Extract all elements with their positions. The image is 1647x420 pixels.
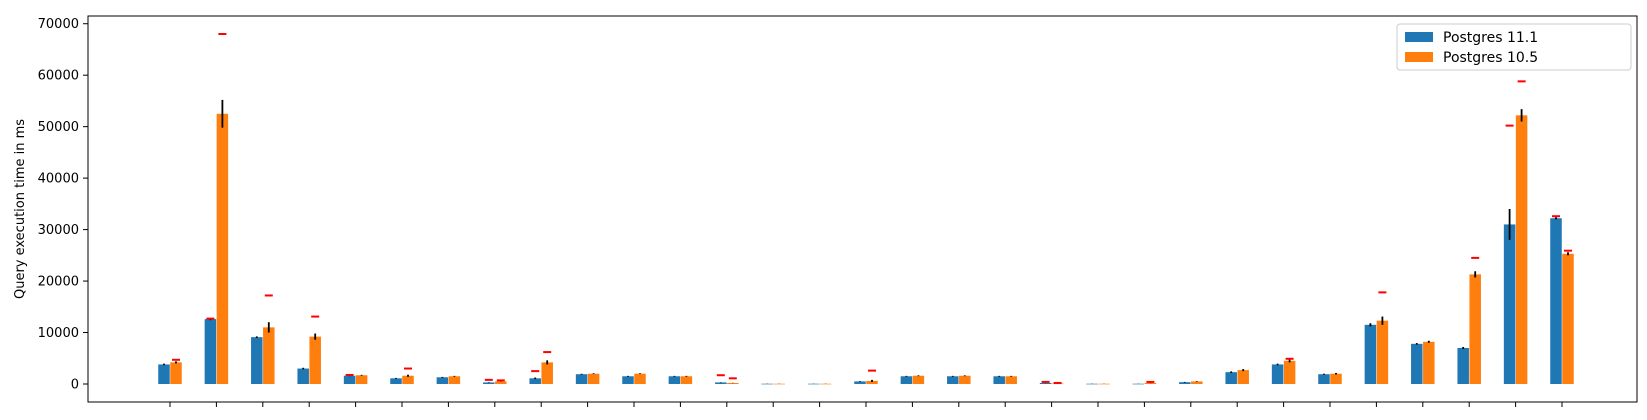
bar — [912, 375, 925, 384]
bar — [216, 113, 229, 384]
bar — [1550, 218, 1562, 384]
legend-label: Postgres 11.1 — [1443, 30, 1538, 46]
y-tick-label: 50000 — [38, 120, 79, 135]
bar — [390, 378, 402, 384]
y-tick-label: 10000 — [38, 326, 79, 341]
bar — [263, 327, 275, 384]
legend-swatch — [1405, 52, 1433, 62]
y-axis: 0 10000 20000 30000 40000 50000 60000 70000 — [38, 17, 88, 392]
bar — [1515, 115, 1528, 384]
bar — [680, 376, 693, 384]
bar — [761, 383, 773, 385]
y-tick-label: 20000 — [38, 275, 79, 290]
bar — [1364, 324, 1377, 384]
bar — [1283, 360, 1296, 384]
bar — [1225, 372, 1237, 384]
bar — [993, 376, 1005, 384]
bar — [251, 337, 263, 384]
max-markers-layer — [172, 33, 1572, 384]
bar — [541, 362, 553, 384]
bar — [587, 373, 600, 384]
y-tick-label: 60000 — [38, 69, 79, 84]
bar — [727, 382, 739, 384]
bar — [448, 376, 461, 384]
bar — [947, 376, 959, 384]
bar — [854, 381, 866, 384]
bar — [1271, 364, 1284, 384]
bar — [1376, 320, 1389, 384]
bar — [158, 364, 170, 384]
bar — [1457, 347, 1469, 384]
bar — [807, 383, 820, 385]
plot-frame — [87, 15, 1638, 403]
bar — [634, 373, 646, 384]
y-tick-label: 0 — [71, 377, 79, 392]
bar — [170, 362, 182, 384]
bar — [1562, 253, 1574, 384]
bar — [819, 383, 832, 385]
bar — [1179, 382, 1191, 384]
bar — [668, 376, 681, 384]
legend-swatch — [1405, 32, 1433, 42]
bar — [959, 375, 971, 384]
bar — [355, 375, 368, 384]
y-tick-label: 40000 — [38, 172, 79, 187]
y-axis-label: Query execution time in ms — [13, 119, 28, 299]
legend-label: Postgres 10.5 — [1443, 50, 1538, 66]
bar — [483, 382, 495, 384]
bar — [495, 381, 507, 384]
bar — [1132, 383, 1145, 385]
bar — [1469, 274, 1481, 384]
bar — [1005, 376, 1017, 384]
legend: Postgres 11.1 Postgres 10.5 — [1396, 23, 1632, 71]
bar — [1191, 381, 1203, 384]
bar — [715, 382, 727, 384]
bar — [309, 336, 321, 384]
bar — [436, 377, 449, 384]
bar — [204, 319, 217, 384]
bar — [297, 368, 309, 384]
bar — [402, 375, 414, 384]
x-axis — [169, 402, 1563, 407]
bar — [343, 375, 356, 384]
y-tick-label: 30000 — [38, 223, 79, 238]
bar — [866, 380, 878, 384]
bar — [773, 383, 785, 385]
bar — [1039, 382, 1052, 384]
bar — [1098, 383, 1110, 385]
bar — [1503, 224, 1516, 384]
bar — [1423, 341, 1435, 384]
bar — [1318, 374, 1330, 384]
bar — [622, 376, 634, 384]
legend-box — [1396, 23, 1632, 71]
y-tick-label: 70000 — [38, 17, 79, 32]
bar — [1330, 373, 1342, 384]
bar — [1411, 343, 1423, 384]
bars-layer — [158, 113, 1574, 385]
bar — [1086, 383, 1098, 385]
bar — [575, 374, 588, 384]
bar — [900, 376, 913, 384]
bar — [1237, 370, 1249, 384]
bar — [529, 378, 541, 384]
bar — [1144, 382, 1157, 384]
